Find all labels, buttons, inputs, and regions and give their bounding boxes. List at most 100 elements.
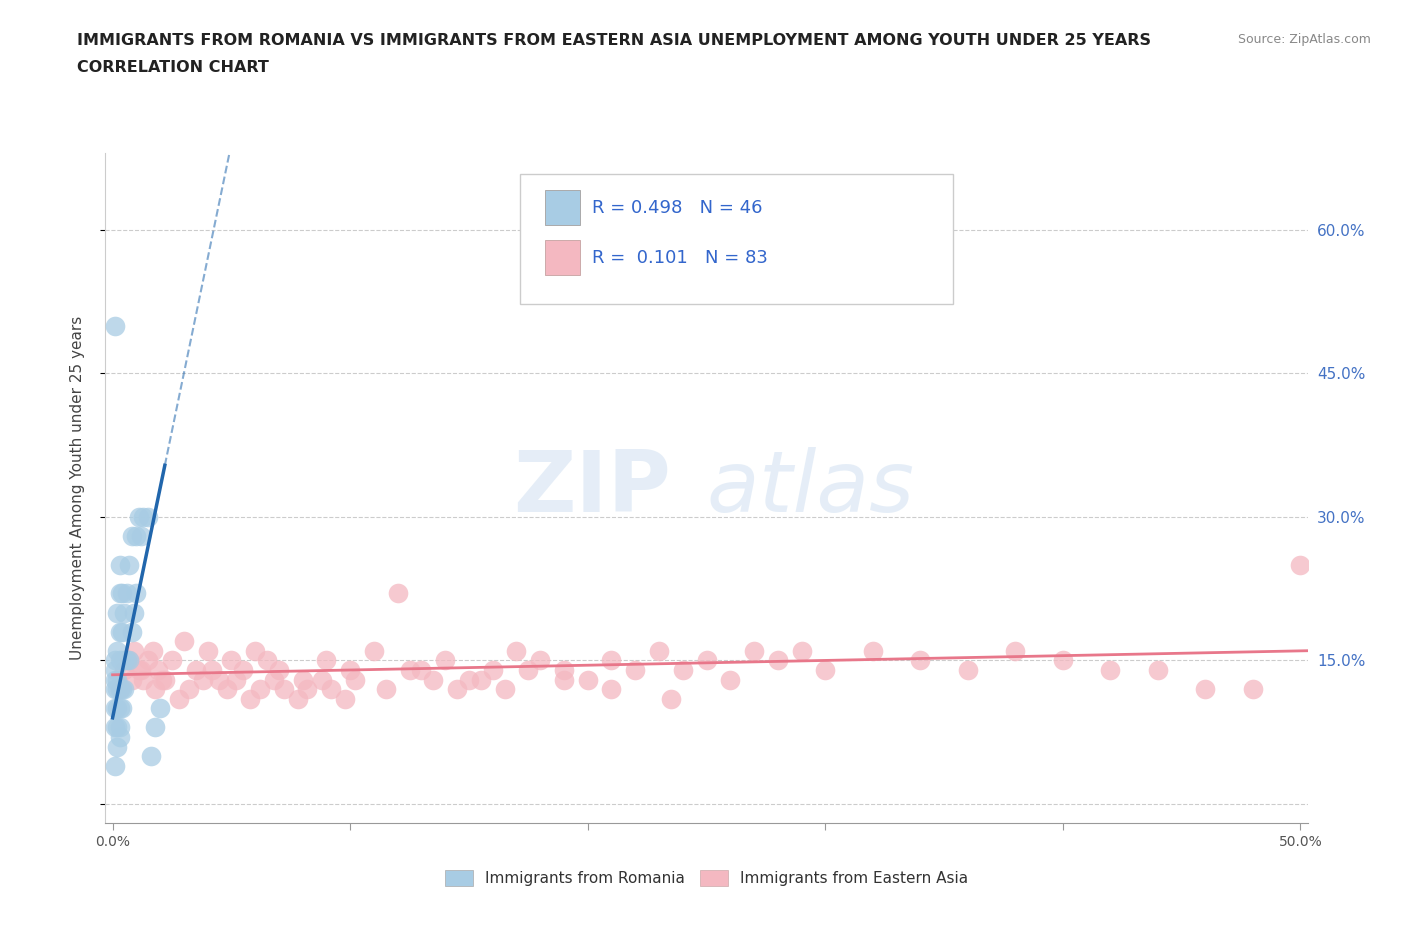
Point <box>132 672 155 687</box>
Y-axis label: Unemployment Among Youth under 25 years: Unemployment Among Youth under 25 years <box>70 316 84 660</box>
Point <box>132 510 155 525</box>
Point <box>160 653 183 668</box>
Point <box>411 662 433 677</box>
Point <box>173 634 195 649</box>
Point <box>104 701 127 716</box>
Point <box>115 586 138 601</box>
Point <box>321 682 343 697</box>
Point <box>232 662 254 677</box>
Point <box>446 682 468 697</box>
Point <box>239 691 262 706</box>
Point <box>201 662 224 677</box>
Point <box>136 510 159 525</box>
Point <box>114 662 136 677</box>
Point <box>139 749 162 764</box>
Point <box>114 682 136 697</box>
Point <box>398 662 420 677</box>
Text: ZIP: ZIP <box>513 446 671 530</box>
Point <box>105 644 128 658</box>
Point <box>742 644 765 658</box>
Point <box>315 653 337 668</box>
Point <box>118 653 141 668</box>
Point <box>105 739 128 754</box>
Point <box>672 662 695 677</box>
Point <box>249 682 271 697</box>
Point <box>387 586 409 601</box>
Point <box>1194 682 1216 697</box>
Point <box>215 682 238 697</box>
Point <box>311 672 333 687</box>
Legend: Immigrants from Romania, Immigrants from Eastern Asia: Immigrants from Romania, Immigrants from… <box>439 864 974 893</box>
Point <box>1004 644 1026 658</box>
Point <box>104 758 127 773</box>
Point <box>104 682 127 697</box>
Point <box>458 672 481 687</box>
Point <box>600 682 623 697</box>
Point <box>105 605 128 620</box>
Point <box>814 662 837 677</box>
Point <box>263 672 285 687</box>
Point <box>104 653 127 668</box>
Point <box>128 510 150 525</box>
Point <box>149 701 172 716</box>
Point <box>146 662 169 677</box>
FancyBboxPatch shape <box>546 191 581 225</box>
Point <box>517 662 540 677</box>
Point <box>136 653 159 668</box>
Point <box>335 691 357 706</box>
Point <box>553 662 575 677</box>
Point <box>129 528 152 543</box>
Point <box>624 662 647 677</box>
Point <box>114 605 136 620</box>
Point <box>108 557 131 572</box>
Point <box>695 653 717 668</box>
Point <box>153 672 176 687</box>
Point <box>122 644 145 658</box>
Point <box>121 528 143 543</box>
Point <box>105 701 128 716</box>
Point <box>297 682 319 697</box>
Point <box>184 662 207 677</box>
Point <box>267 662 290 677</box>
Point <box>494 682 516 697</box>
Point <box>142 644 165 658</box>
Point <box>108 720 131 735</box>
Point <box>374 682 396 697</box>
Point <box>191 672 214 687</box>
Point <box>111 586 134 601</box>
Text: R =  0.101   N = 83: R = 0.101 N = 83 <box>592 249 768 267</box>
Point <box>600 653 623 668</box>
Point <box>118 557 141 572</box>
Point <box>273 682 295 697</box>
Point <box>481 662 503 677</box>
Point <box>115 653 138 668</box>
Text: R = 0.498   N = 46: R = 0.498 N = 46 <box>592 199 763 217</box>
Point <box>114 653 136 668</box>
Point <box>108 729 131 744</box>
Text: CORRELATION CHART: CORRELATION CHART <box>77 60 269 75</box>
Point <box>434 653 457 668</box>
Point <box>105 682 128 697</box>
Point <box>125 586 148 601</box>
Point <box>1289 557 1312 572</box>
Point <box>243 644 266 658</box>
Point <box>122 605 145 620</box>
Point <box>529 653 551 668</box>
Text: atlas: atlas <box>707 446 914 530</box>
Point <box>718 672 741 687</box>
Point <box>108 682 131 697</box>
Text: IMMIGRANTS FROM ROMANIA VS IMMIGRANTS FROM EASTERN ASIA UNEMPLOYMENT AMONG YOUTH: IMMIGRANTS FROM ROMANIA VS IMMIGRANTS FR… <box>77 33 1152 47</box>
Point <box>108 586 131 601</box>
Point <box>143 720 166 735</box>
Point <box>108 624 131 639</box>
Point <box>128 662 150 677</box>
Point <box>553 672 575 687</box>
Point <box>121 624 143 639</box>
Point <box>256 653 278 668</box>
Point <box>104 720 127 735</box>
Point <box>197 644 219 658</box>
Point <box>152 672 174 687</box>
Point <box>910 653 932 668</box>
Point <box>956 662 979 677</box>
Point <box>790 644 813 658</box>
